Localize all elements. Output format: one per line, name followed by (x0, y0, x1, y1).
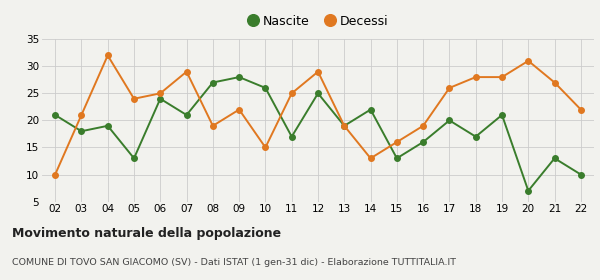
Legend: Nascite, Decessi: Nascite, Decessi (243, 10, 393, 33)
Text: Movimento naturale della popolazione: Movimento naturale della popolazione (12, 227, 281, 240)
Text: COMUNE DI TOVO SAN GIACOMO (SV) - Dati ISTAT (1 gen-31 dic) - Elaborazione TUTTI: COMUNE DI TOVO SAN GIACOMO (SV) - Dati I… (12, 258, 456, 267)
